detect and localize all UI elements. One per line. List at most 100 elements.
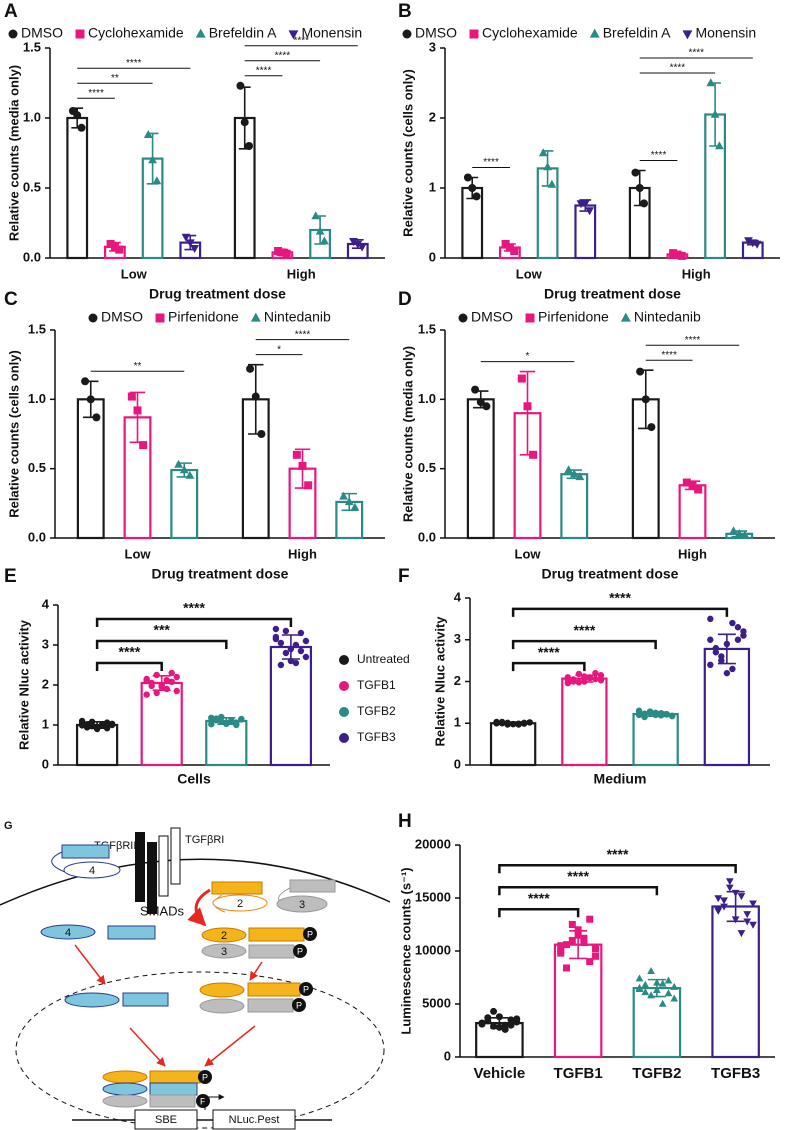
data-point	[580, 939, 588, 947]
significance-label: ****	[183, 600, 205, 616]
data-point	[707, 615, 714, 623]
data-point	[77, 123, 86, 132]
arrow	[187, 888, 211, 927]
smad-domain	[199, 998, 245, 1014]
significance-label: ****	[661, 350, 677, 361]
y-tick-label: 1.5	[23, 39, 41, 54]
legend-marker	[469, 29, 479, 39]
smad-number: 3	[221, 946, 227, 958]
receptor-label: TGFβRI	[185, 834, 224, 846]
phospho	[198, 1070, 212, 1084]
phospho-label: P	[202, 1072, 208, 1082]
data-point	[168, 669, 175, 677]
data-point	[592, 952, 600, 960]
data-point	[127, 392, 136, 401]
data-point	[257, 430, 266, 438]
data-point	[748, 239, 758, 248]
y-tick-label: 0.0	[23, 249, 41, 264]
phospho	[293, 944, 307, 958]
data-point	[564, 465, 573, 474]
y-tick-label: 1.0	[28, 391, 46, 406]
legend-marker	[155, 313, 165, 323]
data-point	[158, 681, 165, 689]
data-point	[223, 720, 230, 727]
data-point	[631, 168, 640, 177]
y-tick-label: 3	[42, 636, 49, 651]
legend-marker	[339, 707, 349, 717]
data-point	[185, 239, 195, 248]
data-point	[282, 649, 290, 657]
data-point	[682, 478, 691, 487]
membrane	[0, 858, 391, 906]
data-point	[725, 884, 734, 892]
data-point	[568, 921, 576, 928]
smad-domain	[248, 944, 295, 959]
data-point	[670, 982, 679, 990]
data-point	[580, 200, 590, 209]
y-tick-label: 0	[444, 1048, 451, 1063]
data-point	[729, 665, 736, 673]
data-point	[297, 647, 305, 655]
data-point	[647, 966, 655, 974]
legend-label: Untreated	[357, 652, 410, 666]
data-point	[106, 240, 115, 248]
smad-number: 4	[89, 865, 95, 877]
smad-domain	[61, 844, 110, 859]
legend-marker	[195, 28, 206, 38]
data-point	[228, 717, 235, 724]
data-point	[133, 406, 142, 415]
y-tick-label: 0.0	[418, 529, 436, 544]
data-point	[163, 685, 170, 693]
significance-bracket	[498, 907, 580, 918]
phospho-label: P	[200, 1096, 206, 1106]
data-point	[173, 673, 180, 681]
phospho-label: P	[307, 929, 313, 939]
smad-domain	[149, 1070, 201, 1084]
y-tick-label: 0	[42, 756, 49, 771]
y-tick-label: 5000	[422, 995, 451, 1010]
data-point	[349, 238, 358, 246]
bar	[703, 647, 751, 767]
smad-domain	[149, 1094, 196, 1108]
smad-domain	[63, 861, 121, 879]
data-point	[744, 237, 753, 246]
data-point	[73, 111, 82, 120]
legend-marker	[339, 655, 349, 665]
data-point	[153, 671, 160, 679]
data-point	[495, 1013, 503, 1021]
data-point	[520, 720, 528, 727]
significance-label: ****	[651, 150, 667, 161]
significance-label: ****	[293, 35, 309, 46]
panel-label: G	[4, 820, 13, 832]
receptor	[135, 832, 145, 902]
data-point	[575, 679, 583, 686]
data-point	[152, 176, 162, 185]
panel-label: H	[398, 811, 412, 832]
data-point	[251, 392, 260, 401]
data-point	[83, 724, 91, 731]
data-point	[647, 423, 656, 432]
significance-label: ****	[607, 846, 629, 862]
data-point	[523, 402, 532, 411]
significance-label: **	[134, 361, 142, 372]
x-tick-label: Low	[121, 266, 148, 281]
y-tick-label: 4	[42, 596, 50, 611]
legend-label: TGFB3	[357, 730, 396, 744]
y-axis-label: Relative counts (media only)	[7, 65, 22, 241]
y-axis-label: Relative Nluc activity	[17, 619, 32, 750]
data-point	[570, 678, 577, 685]
legend-marker	[339, 681, 349, 691]
data-point	[720, 903, 728, 911]
data-point	[490, 1007, 498, 1015]
data-point	[93, 725, 101, 733]
data-point	[302, 637, 310, 645]
arrow	[204, 1025, 256, 1067]
data-point	[88, 723, 96, 730]
smad-number: 2	[221, 930, 227, 942]
data-point	[143, 675, 150, 683]
data-point	[635, 974, 644, 982]
data-point	[490, 1022, 498, 1030]
legend-label: Brefeldin A	[603, 25, 671, 41]
smad-domain	[276, 895, 328, 913]
y-tick-label: 0.0	[28, 529, 46, 544]
